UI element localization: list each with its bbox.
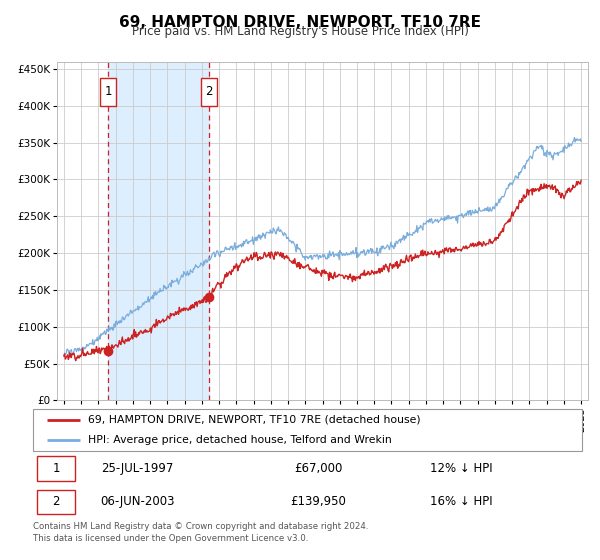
FancyBboxPatch shape: [33, 409, 582, 451]
Text: HPI: Average price, detached house, Telford and Wrekin: HPI: Average price, detached house, Telf…: [88, 435, 392, 445]
Text: £139,950: £139,950: [290, 496, 346, 508]
Text: 69, HAMPTON DRIVE, NEWPORT, TF10 7RE (detached house): 69, HAMPTON DRIVE, NEWPORT, TF10 7RE (de…: [88, 415, 421, 424]
FancyBboxPatch shape: [37, 489, 75, 514]
FancyBboxPatch shape: [100, 78, 116, 106]
Text: Price paid vs. HM Land Registry's House Price Index (HPI): Price paid vs. HM Land Registry's House …: [131, 25, 469, 38]
Text: 16% ↓ HPI: 16% ↓ HPI: [430, 496, 493, 508]
Bar: [108, 62, 209, 400]
Text: £67,000: £67,000: [294, 462, 343, 475]
Text: 12% ↓ HPI: 12% ↓ HPI: [430, 462, 493, 475]
Text: 1: 1: [104, 85, 112, 99]
Text: 25-JUL-1997: 25-JUL-1997: [101, 462, 173, 475]
Text: 69, HAMPTON DRIVE, NEWPORT, TF10 7RE: 69, HAMPTON DRIVE, NEWPORT, TF10 7RE: [119, 15, 481, 30]
FancyBboxPatch shape: [202, 78, 217, 106]
FancyBboxPatch shape: [37, 456, 75, 480]
Text: 1: 1: [52, 462, 60, 475]
Text: 06-JUN-2003: 06-JUN-2003: [100, 496, 175, 508]
Text: 2: 2: [205, 85, 213, 99]
Text: 2: 2: [52, 496, 60, 508]
Text: Contains HM Land Registry data © Crown copyright and database right 2024.
This d: Contains HM Land Registry data © Crown c…: [33, 522, 368, 543]
